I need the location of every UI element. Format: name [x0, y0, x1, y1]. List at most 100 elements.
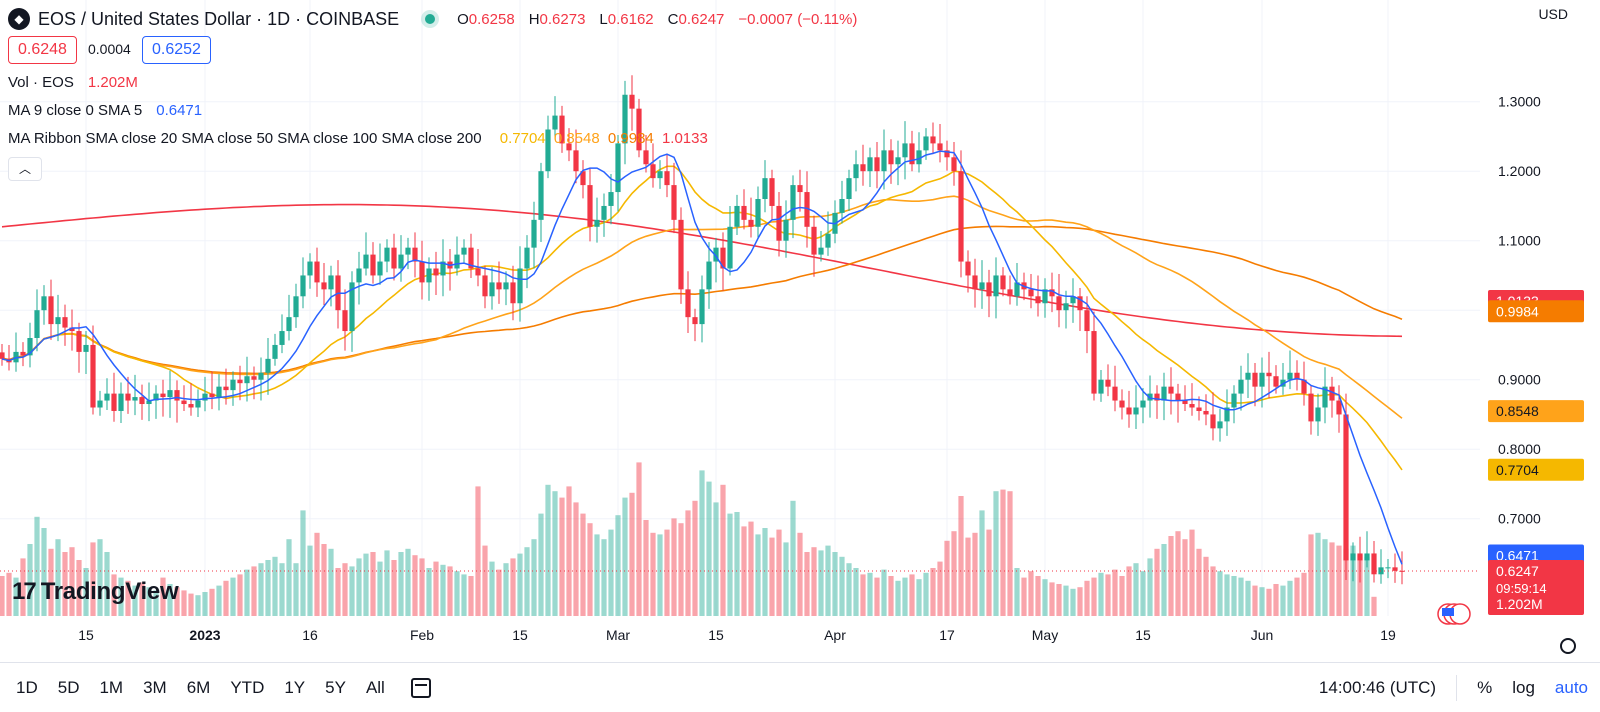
volume-bar [426, 568, 432, 616]
volume-bar [181, 590, 187, 616]
tradingview-logo: 17 TradingView [12, 578, 179, 606]
volume-bar [223, 580, 229, 616]
legend-volume[interactable]: Vol · EOS 1.202M [8, 74, 138, 91]
range-all[interactable]: All [365, 677, 385, 697]
volume-bar [776, 529, 782, 616]
candle-body [727, 226, 733, 269]
legend-ma-ribbon[interactable]: MA Ribbon SMA close 20 SMA close 50 SMA … [8, 130, 708, 147]
currency-selector[interactable]: USD [1538, 6, 1568, 22]
price-axis[interactable]: 0.70000.80000.90001.00001.10001.20001.30… [1488, 94, 1584, 615]
symbol-title[interactable]: EOS / United States Dollar · 1D · COINBA… [38, 8, 400, 29]
volume-bar [1077, 587, 1083, 616]
candle [1140, 388, 1146, 424]
candle [545, 115, 551, 179]
volume-bar [237, 574, 243, 616]
range-1y[interactable]: 1Y [284, 677, 306, 697]
candle [447, 249, 453, 291]
volume-bar [762, 528, 768, 616]
price-chart[interactable]: 0.70000.80000.90001.00001.10001.20001.30… [0, 0, 1600, 662]
candle [363, 232, 369, 276]
log-scale-button[interactable]: log [1512, 677, 1535, 697]
candle-body [27, 338, 33, 356]
candle-body [83, 344, 89, 352]
volume-bar [909, 574, 915, 616]
candle [111, 372, 117, 422]
range-1d[interactable]: 1D [16, 677, 38, 697]
time-tick-label: 15 [1135, 627, 1151, 643]
candle [937, 123, 943, 163]
candle-body [426, 268, 432, 283]
volume-bar [944, 540, 950, 616]
candle [272, 333, 278, 366]
volume-bar [1273, 584, 1279, 616]
candle-body [258, 372, 264, 380]
candle [1091, 311, 1097, 401]
candle-body [1308, 393, 1314, 422]
auto-scale-button[interactable]: auto [1554, 677, 1588, 697]
candle-body [615, 143, 621, 193]
volume-bar [839, 556, 845, 616]
sell-price-button[interactable]: 0.6248 [8, 36, 77, 64]
volume-bar [608, 529, 614, 616]
volume-bar [377, 561, 383, 616]
volume-bar [1224, 574, 1230, 616]
candle [867, 147, 873, 187]
candle [1336, 385, 1342, 433]
settings-gear-icon[interactable] [1560, 638, 1576, 654]
axis-label-sma100-box [1488, 300, 1584, 323]
candle [874, 142, 880, 189]
candle [1105, 364, 1111, 397]
volume-bar [650, 532, 656, 616]
candle-body [314, 261, 320, 283]
range-ytd[interactable]: YTD [230, 677, 265, 697]
volume-bar [27, 544, 33, 616]
axis-label-sma50: 0.8548 [1496, 403, 1539, 419]
candle-body [545, 129, 551, 172]
range-6m[interactable]: 6M [186, 677, 211, 697]
time-tick-label: 15 [512, 627, 528, 643]
percent-scale-button[interactable]: % [1477, 677, 1493, 697]
candle [1182, 385, 1188, 411]
candle-body [552, 115, 558, 130]
candle-body [1294, 372, 1300, 380]
candle-body [930, 136, 936, 144]
legend-ma[interactable]: MA 9 close 0 SMA 5 0.6471 [8, 102, 203, 119]
candle-body [195, 400, 201, 408]
candle [671, 162, 677, 234]
candle [1035, 275, 1041, 317]
calendar-range-icon[interactable] [410, 677, 431, 698]
candle [41, 285, 47, 325]
volume-bar [48, 548, 54, 616]
range-5d[interactable]: 5D [57, 677, 80, 697]
time-axis[interactable]: Dec15202316Feb15Mar15Apr17May15Jun19 [0, 627, 1396, 643]
candle-body [76, 331, 82, 352]
range-1m[interactable]: 1M [99, 677, 124, 697]
candle-body [622, 94, 628, 144]
volume-bar [293, 563, 299, 616]
axis-label-last: 0.6247 [1496, 563, 1539, 579]
candle-body [307, 261, 313, 276]
volume-bar [1014, 568, 1020, 616]
candle-body [741, 205, 747, 220]
candle [804, 171, 810, 248]
volume-bar [524, 547, 530, 616]
candle-body [363, 254, 369, 269]
candle-body [902, 143, 908, 158]
volume-bar [13, 577, 19, 616]
legend-collapse-button[interactable]: ︿ [8, 157, 42, 181]
utc-clock[interactable]: 14:00:46 (UTC) [1318, 677, 1437, 697]
candle [1266, 351, 1272, 399]
candle [34, 289, 40, 352]
events-flag-icon[interactable] [1437, 603, 1471, 625]
candle-body [888, 150, 894, 165]
range-3m[interactable]: 3M [143, 677, 167, 697]
candle-body [1056, 296, 1062, 311]
candle [48, 279, 54, 340]
buy-price-button[interactable]: 0.6252 [142, 36, 211, 64]
candle-body [1126, 407, 1132, 415]
candle [692, 308, 698, 342]
candle-body [692, 317, 698, 325]
candle [1224, 389, 1230, 436]
candle-body [90, 344, 96, 408]
range-5y[interactable]: 5Y [325, 677, 346, 697]
